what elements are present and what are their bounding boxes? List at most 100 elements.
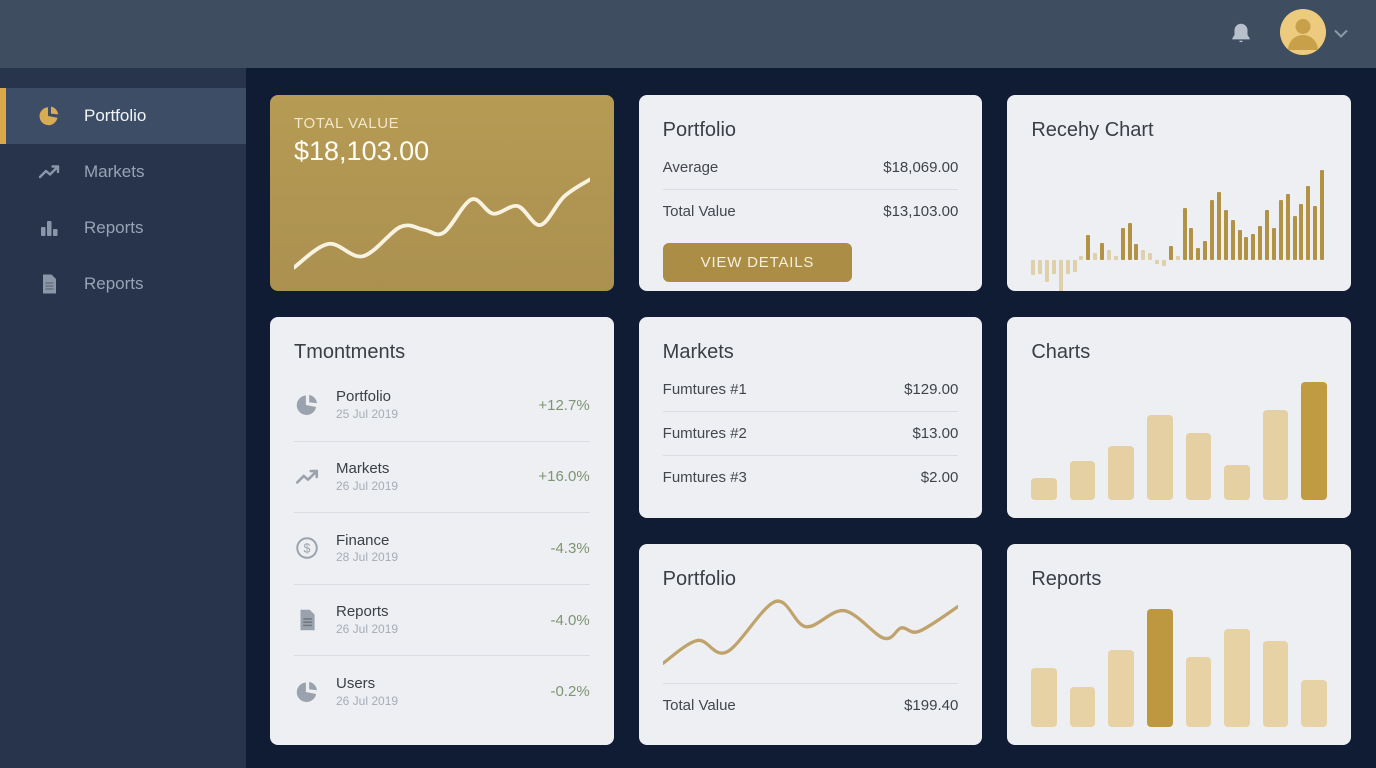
card-markets: Markets Fumtures #1 $129.00 Fumtures #2 $13… (638, 317, 983, 518)
bar (1147, 415, 1173, 500)
sidebar-nav: Portfolio Markets Reports Reports (0, 68, 246, 768)
recent-activity-bar-chart (1031, 150, 1327, 291)
bar (1161, 260, 1166, 266)
bar (1120, 228, 1125, 260)
sidebar-item-reports-bar[interactable]: Reports (0, 200, 246, 256)
bar (1320, 170, 1325, 260)
bar (1155, 260, 1160, 264)
svg-text:$: $ (304, 542, 311, 556)
bar (1038, 260, 1043, 274)
portfolio-summary-row: Total Value $13,103.00 (662, 189, 959, 233)
row-value: $199.40 (904, 697, 959, 714)
card-portfolio-summary: Portfolio Average $18,069.00 Total Value $1… (638, 95, 983, 291)
bar (1301, 680, 1327, 727)
bar (1127, 223, 1132, 260)
item-title: Portfolio (336, 388, 392, 406)
bar (1065, 260, 1070, 274)
app-topbar (0, 0, 1376, 68)
portfolio-sparkline-chart (662, 599, 959, 665)
card-title: Tmontments (294, 341, 406, 363)
bar (1079, 256, 1084, 260)
pie-chart-icon (294, 679, 320, 705)
view-details-button[interactable]: VIEW DETAILS (662, 243, 853, 282)
row-label: Fumtures #2 (662, 425, 747, 442)
card-tmontments: Tmontments Portfolio 25 Jul 2019 +12.7% … (270, 317, 614, 745)
bar-chart-icon (36, 215, 62, 241)
item-title: Users (336, 674, 376, 692)
bar (1189, 228, 1194, 260)
bar (1147, 609, 1173, 727)
row-value: $18,069.00 (883, 159, 959, 176)
portfolio-summary-row: Average $18,069.00 (663, 146, 959, 189)
item-title: Reports (336, 603, 389, 621)
markets-row: Fumtures #1 $129.00 (663, 368, 959, 411)
card-title: Portfolio (662, 568, 737, 590)
bar (1045, 260, 1050, 282)
portfolio-summary-rows: Average $18,069.00 Total Value $13,103.00 (662, 146, 959, 233)
user-menu[interactable] (1280, 8, 1348, 60)
sidebar-item-label: Markets (84, 162, 145, 181)
reports-bar-chart (1031, 595, 1327, 727)
item-change: -0.2% (550, 683, 590, 701)
sidebar-item-label: Reports (84, 218, 144, 237)
document-icon (294, 607, 320, 633)
bar (1113, 256, 1118, 260)
bar (1086, 235, 1091, 260)
tmontments-item-reports[interactable]: Reports 26 Jul 2019 -4.0% (294, 583, 590, 656)
item-title: Finance (336, 531, 390, 549)
document-icon (36, 271, 62, 297)
bar (1196, 248, 1201, 260)
row-label: Total Value (662, 697, 736, 714)
bar (1168, 246, 1173, 260)
dashboard-grid: TOTAL VALUE $18,103.00 Portfolio Average… (270, 95, 1351, 745)
card-title: Recehy Chart (1031, 119, 1154, 141)
bar (1223, 210, 1228, 260)
bar (1224, 629, 1250, 727)
bar (1108, 446, 1135, 500)
bar (1031, 260, 1036, 275)
sidebar-item-label: Reports (84, 274, 144, 293)
bar (1258, 226, 1263, 260)
sidebar-item-markets[interactable]: Markets (0, 144, 246, 200)
row-label: Fumtures #3 (662, 469, 747, 486)
item-title: Markets (336, 460, 390, 478)
divider (662, 683, 959, 684)
tmontments-item-portfolio[interactable]: Portfolio 25 Jul 2019 +12.7% (294, 370, 590, 441)
card-title: Reports (1031, 568, 1102, 590)
sidebar-item-portfolio[interactable]: Portfolio (0, 88, 246, 144)
tmontments-item-users[interactable]: Users 26 Jul 2019 -0.2% (294, 655, 590, 727)
item-change: -4.3% (550, 539, 590, 557)
card-reports: Reports (1007, 544, 1351, 745)
row-value: $13,103.00 (883, 203, 959, 220)
bar (1301, 382, 1327, 500)
bar (1224, 465, 1250, 500)
notifications-bell-icon[interactable] (1228, 20, 1254, 48)
markets-row: Fumtures #2 $13.00 (662, 411, 959, 455)
portfolio-total-row: Total Value $199.40 (663, 684, 959, 727)
tmontments-item-markets[interactable]: Markets 26 Jul 2019 +16.0% (294, 440, 590, 513)
bar (1203, 241, 1208, 260)
chevron-down-icon[interactable] (1334, 25, 1348, 43)
row-label: Fumtures #1 (662, 381, 747, 398)
bar (1292, 216, 1297, 260)
bar (1185, 657, 1212, 727)
item-date: 26 Jul 2019 (336, 621, 399, 636)
bar (1141, 250, 1146, 260)
row-label: Total Value (662, 203, 736, 220)
bar (1182, 208, 1187, 260)
row-label: Average (662, 159, 719, 176)
bar (1134, 244, 1139, 260)
bar (1108, 650, 1135, 727)
user-avatar[interactable] (1280, 8, 1326, 60)
card-portfolio-line: Portfolio Total Value $199.40 (638, 544, 983, 745)
trend-up-icon (294, 464, 320, 490)
tmontments-item-finance[interactable]: $ Finance 28 Jul 2019 -4.3% (294, 512, 590, 584)
dollar-circle-icon: $ (294, 535, 320, 561)
bar (1313, 206, 1318, 260)
bar (1306, 186, 1311, 260)
sidebar-item-label: Portfolio (84, 106, 147, 125)
sidebar-item-reports-doc[interactable]: Reports (0, 256, 246, 312)
card-recent-chart: Recehy Chart (1007, 95, 1351, 291)
bar (1210, 200, 1215, 260)
total-value-sparkline-chart (294, 177, 590, 270)
